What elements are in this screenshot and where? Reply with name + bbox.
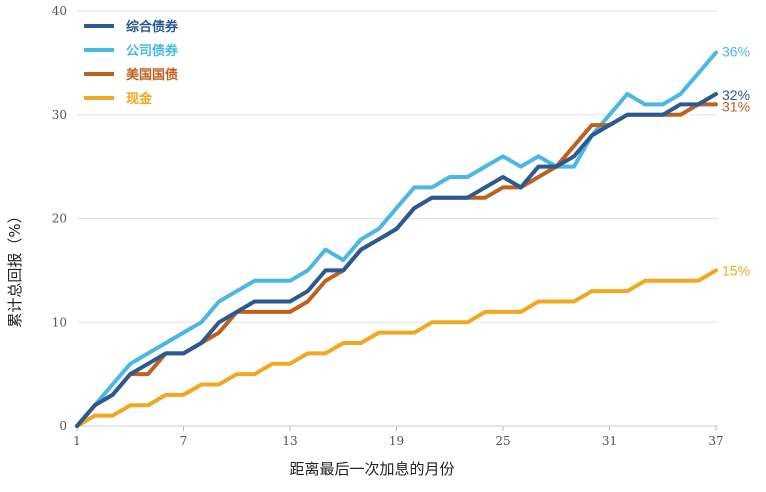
legend-label: 美国国债 bbox=[126, 67, 178, 83]
y-tick-label: 10 bbox=[52, 315, 67, 329]
series-end-label: 32% bbox=[722, 87, 750, 103]
series-line bbox=[75, 268, 718, 428]
series-end-label: 31% bbox=[722, 98, 750, 114]
series-end-label: 15% bbox=[722, 262, 750, 278]
x-tick-label: 37 bbox=[708, 434, 723, 448]
x-tick-label: 7 bbox=[180, 434, 188, 448]
y-tick-label: 0 bbox=[59, 419, 67, 433]
legend-label: 公司债券 bbox=[126, 43, 179, 59]
legend-label: 现金 bbox=[126, 91, 153, 107]
y-tick-label: 20 bbox=[52, 212, 67, 226]
x-tick-label: 25 bbox=[495, 434, 510, 448]
series-end-labels: 32% 36% 31% 15% bbox=[722, 44, 750, 279]
x-tick-label: 1 bbox=[73, 434, 81, 448]
x-tick-label: 19 bbox=[389, 434, 404, 448]
y-axis-title: 累计总回报（%） bbox=[6, 208, 24, 327]
x-axis-title: 距离最后一次加息的月份 bbox=[289, 460, 454, 478]
y-axis-ticks: 0 10 20 30 40 bbox=[52, 4, 67, 433]
x-tick-label: 31 bbox=[602, 434, 617, 448]
y-tick-label: 40 bbox=[52, 4, 67, 18]
x-tick-label: 13 bbox=[282, 434, 297, 448]
series-line bbox=[75, 102, 718, 428]
y-tick-label: 30 bbox=[52, 108, 67, 122]
series-lines bbox=[75, 50, 718, 428]
x-axis-ticks: 1 7 13 19 25 31 37 bbox=[73, 426, 724, 448]
grid-lines bbox=[77, 10, 718, 323]
series-line bbox=[75, 50, 718, 428]
legend-label: 综合债券 bbox=[126, 19, 179, 35]
series-end-label: 36% bbox=[722, 44, 750, 60]
series-line bbox=[75, 92, 718, 428]
